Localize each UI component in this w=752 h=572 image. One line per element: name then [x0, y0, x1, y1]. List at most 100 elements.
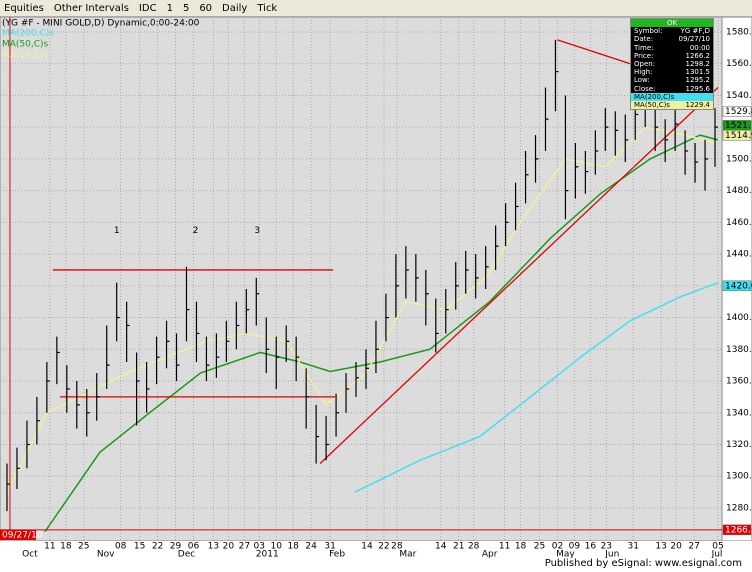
- legend-entry: MA(200,C)s: [2, 29, 54, 39]
- data-window-cell: 1266.2: [685, 51, 711, 60]
- ma-line: [354, 281, 719, 493]
- toolbar-button[interactable]: IDC: [138, 2, 157, 14]
- toolbar-button[interactable]: Daily: [222, 2, 248, 14]
- x-tick-label: 06: [188, 542, 200, 552]
- data-window-row: MA(200,C)s: [631, 92, 713, 102]
- toolbar-button[interactable]: Equities: [4, 2, 44, 14]
- time-axis: [0, 541, 752, 558]
- x-tick-label: 13: [208, 542, 219, 552]
- x-tick-label: 10: [271, 542, 283, 552]
- x-tick-label: 22: [152, 542, 163, 552]
- data-window-row: Symbol: YG #F,D: [631, 27, 713, 35]
- chart-title: (YG #F - MINI GOLD,D) Dynamic,0:00-24:00: [2, 19, 200, 29]
- data-window-row: High: 1301.5: [631, 68, 713, 76]
- x-tick-label: 28: [468, 542, 480, 552]
- price-tag-label: 1420.0: [725, 281, 752, 291]
- cursor-date-bg: [0, 530, 36, 540]
- x-tick-label: 08: [115, 542, 127, 552]
- x-tick-label: 31: [628, 542, 639, 552]
- y-tick-label: 1560.0: [726, 59, 752, 69]
- x-month-label: Jun: [604, 550, 619, 559]
- x-tick-label: 21: [453, 542, 464, 552]
- x-month-label: Feb: [329, 550, 345, 559]
- price-axis: [721, 17, 752, 542]
- legend-entry: MA(10,C)s: [2, 51, 49, 61]
- x-tick-label: 27: [688, 542, 699, 552]
- price-tag: [722, 130, 752, 141]
- toolbar-button[interactable]: Tick: [257, 2, 278, 14]
- x-tick-label: 20: [223, 542, 235, 552]
- data-window-cell: High:: [634, 68, 653, 77]
- data-window-cell: 1229.4: [685, 101, 711, 110]
- toolbar-button[interactable]: Other Intervals: [53, 2, 129, 14]
- toolbar-button[interactable]: 60: [199, 2, 213, 14]
- data-window-cell: YG #F,D: [680, 27, 710, 36]
- data-window-cell: 09/27/10: [678, 35, 710, 44]
- annotation: 1: [114, 226, 120, 236]
- x-tick-label: 15: [134, 542, 145, 552]
- price-tag-label: 1529.8: [725, 107, 752, 117]
- chart: 1280.01300.01320.01340.01360.01380.01400…: [0, 17, 752, 558]
- data-window-row: Price: 1266.2: [631, 52, 713, 60]
- y-tick-label: 1340.0: [726, 408, 752, 418]
- x-tick-label: 11: [44, 542, 55, 552]
- trendline: [557, 39, 631, 65]
- x-month-label: Mar: [399, 550, 416, 559]
- x-tick-label: 18: [515, 542, 527, 552]
- x-month-label: Apr: [482, 550, 498, 559]
- y-tick-label: 1480.0: [726, 186, 752, 196]
- data-window-cell: 1295.6: [685, 84, 711, 93]
- y-tick-label: 1440.0: [726, 250, 752, 260]
- x-tick-label: 16: [585, 542, 597, 552]
- data-window-cell: Close:: [634, 84, 656, 93]
- data-window-cell: Time:: [634, 43, 654, 52]
- x-tick-label: 27: [239, 542, 250, 552]
- footer: Published by eSignal: www.esignal.com: [544, 558, 742, 569]
- data-window-row: Close: 1295.6: [631, 85, 713, 93]
- x-month-label: Dec: [178, 550, 195, 559]
- x-tick-label: 13: [655, 542, 666, 552]
- x-tick-label: 25: [534, 542, 545, 552]
- x-tick-label: 05: [712, 542, 723, 552]
- data-window-cell: Symbol:: [634, 27, 663, 36]
- data-window-row: MA(50,C)s 1229.4: [631, 101, 713, 110]
- data-window-cell: 1295.2: [685, 76, 711, 85]
- price-tag-label: 1514.9: [725, 131, 752, 141]
- data-window-cell: Open:: [634, 60, 656, 69]
- x-tick-label: 31: [324, 542, 335, 552]
- data-window-cell: Low:: [634, 76, 650, 85]
- y-tick-label: 1300.0: [726, 472, 752, 482]
- cursor-date: 09/27/10: [2, 531, 43, 541]
- x-month-label: 2011: [256, 550, 279, 559]
- data-window-cell: MA(200,C)s: [634, 92, 675, 101]
- toolbar-button[interactable]: 1: [166, 2, 173, 14]
- y-tick-label: 1580.0: [726, 27, 752, 37]
- y-tick-label: 1460.0: [726, 218, 752, 228]
- toolbar-button[interactable]: 5: [182, 2, 190, 14]
- x-month-label: Jul: [711, 550, 723, 559]
- x-tick-label: 14: [435, 542, 447, 552]
- x-tick-label: 20: [670, 542, 682, 552]
- y-tick-label: 1380.0: [726, 345, 752, 355]
- ma-line: [44, 134, 719, 533]
- price-tag-label: 1266.2: [725, 525, 752, 535]
- y-tick-label: 1500.0: [726, 154, 752, 164]
- data-window-cell: MA(50,C)s: [634, 101, 670, 110]
- data-window-header: OK: [631, 19, 713, 28]
- annotation: 3: [254, 226, 260, 236]
- data-window-row: Date: 09/27/10: [631, 35, 713, 43]
- y-tick-label: 1540.0: [726, 91, 752, 101]
- x-tick-label: 11: [499, 542, 510, 552]
- data-window-row: Low: 1295.2: [631, 76, 713, 84]
- x-month-label: Oct: [22, 550, 38, 559]
- data-window-cell: 1298.2: [685, 60, 711, 69]
- data-window-cell: Date:: [634, 35, 654, 44]
- toolbar: Equities Other Intervals IDC 1 5 60 Daily Tick: [0, 0, 752, 17]
- annotation: 2: [193, 226, 199, 236]
- trendline: [319, 87, 719, 464]
- price-tag: [722, 524, 752, 536]
- x-tick-label: 18: [287, 542, 299, 552]
- x-tick-label: 28: [391, 542, 403, 552]
- x-month-label: Nov: [97, 550, 115, 559]
